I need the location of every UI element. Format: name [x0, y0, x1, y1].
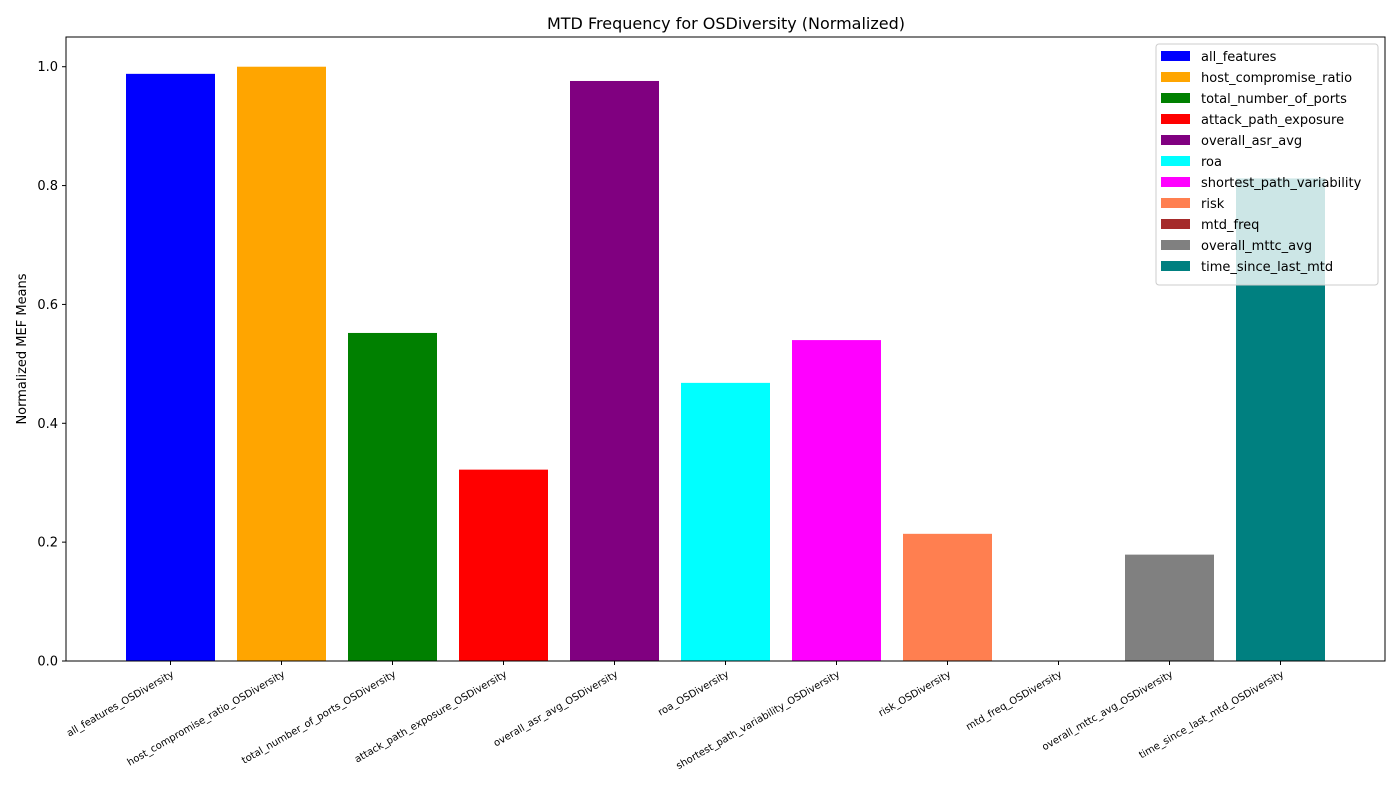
- x-tick-label: mtd_freq_OSDiversity: [964, 669, 1064, 733]
- legend-label-roa: roa: [1201, 155, 1222, 170]
- chart-title: MTD Frequency for OSDiversity (Normalize…: [547, 14, 905, 33]
- bar-overall_asr_avg_OSDiversity: [570, 80, 659, 661]
- bar-shortest_path_variability_OSDiversity: [792, 340, 881, 661]
- bar-host_compromise_ratio_OSDiversity: [237, 66, 326, 661]
- legend-swatch-mtd_freq: [1161, 219, 1190, 229]
- x-tick-label: overall_asr_avg_OSDiversity: [492, 669, 620, 749]
- legend-swatch-overall_mttc_avg: [1161, 240, 1190, 250]
- y-tick-label: 0.0: [37, 655, 58, 670]
- bar-total_number_of_ports_OSDiversity: [348, 332, 437, 661]
- y-axis-label: Normalized MEF Means: [15, 273, 30, 424]
- bar-roa_OSDiversity: [681, 382, 770, 661]
- legend-swatch-host_compromise_ratio: [1161, 72, 1190, 82]
- legend-swatch-overall_asr_avg: [1161, 135, 1190, 145]
- legend-label-shortest_path_variability: shortest_path_variability: [1201, 176, 1362, 191]
- legend-swatch-attack_path_exposure: [1161, 114, 1190, 124]
- legend-label-overall_mttc_avg: overall_mttc_avg: [1201, 239, 1312, 254]
- legend-label-total_number_of_ports: total_number_of_ports: [1201, 92, 1347, 107]
- bar-attack_path_exposure_OSDiversity: [459, 469, 548, 661]
- y-tick-label: 0.6: [37, 298, 58, 313]
- legend-label-all_features: all_features: [1201, 50, 1277, 65]
- y-axis: 0.0 0.2 0.4 0.6 0.8 1.0: [37, 60, 66, 670]
- bar-all_features_OSDiversity: [126, 73, 215, 662]
- bar-risk_OSDiversity: [903, 533, 992, 661]
- legend-label-overall_asr_avg: overall_asr_avg: [1201, 134, 1302, 149]
- legend-label-host_compromise_ratio: host_compromise_ratio: [1201, 71, 1352, 86]
- legend-swatch-total_number_of_ports: [1161, 93, 1190, 103]
- plot-frame: [65, 36, 1386, 662]
- legend-swatch-risk: [1161, 198, 1190, 208]
- legend-swatch-shortest_path_variability: [1161, 177, 1190, 187]
- x-tick-label: risk_OSDiversity: [877, 669, 953, 719]
- legend-label-mtd_freq: mtd_freq: [1201, 218, 1259, 233]
- y-tick-label: 1.0: [37, 60, 58, 75]
- bar-overall_mttc_avg_OSDiversity: [1125, 554, 1214, 661]
- legend-label-time_since_last_mtd: time_since_last_mtd: [1201, 260, 1333, 275]
- legend-label-attack_path_exposure: attack_path_exposure: [1201, 113, 1344, 128]
- legend-swatch-time_since_last_mtd: [1161, 261, 1190, 271]
- legend-label-risk: risk: [1201, 197, 1225, 212]
- y-tick-label: 0.2: [37, 536, 58, 551]
- legend-swatch-roa: [1161, 156, 1190, 166]
- legend-swatch-all_features: [1161, 51, 1190, 61]
- y-tick-label: 0.8: [37, 179, 58, 194]
- x-tick-label: all_features_OSDiversity: [65, 669, 176, 739]
- x-axis: all_features_OSDiversityhost_compromise_…: [65, 661, 1286, 772]
- x-tick-label: roa_OSDiversity: [656, 669, 731, 718]
- y-tick-label: 0.4: [37, 417, 58, 432]
- legend-box: [1155, 43, 1379, 286]
- bars-layer: [126, 66, 1325, 662]
- legend: all_features host_compromise_ratio total_n…: [1155, 43, 1379, 286]
